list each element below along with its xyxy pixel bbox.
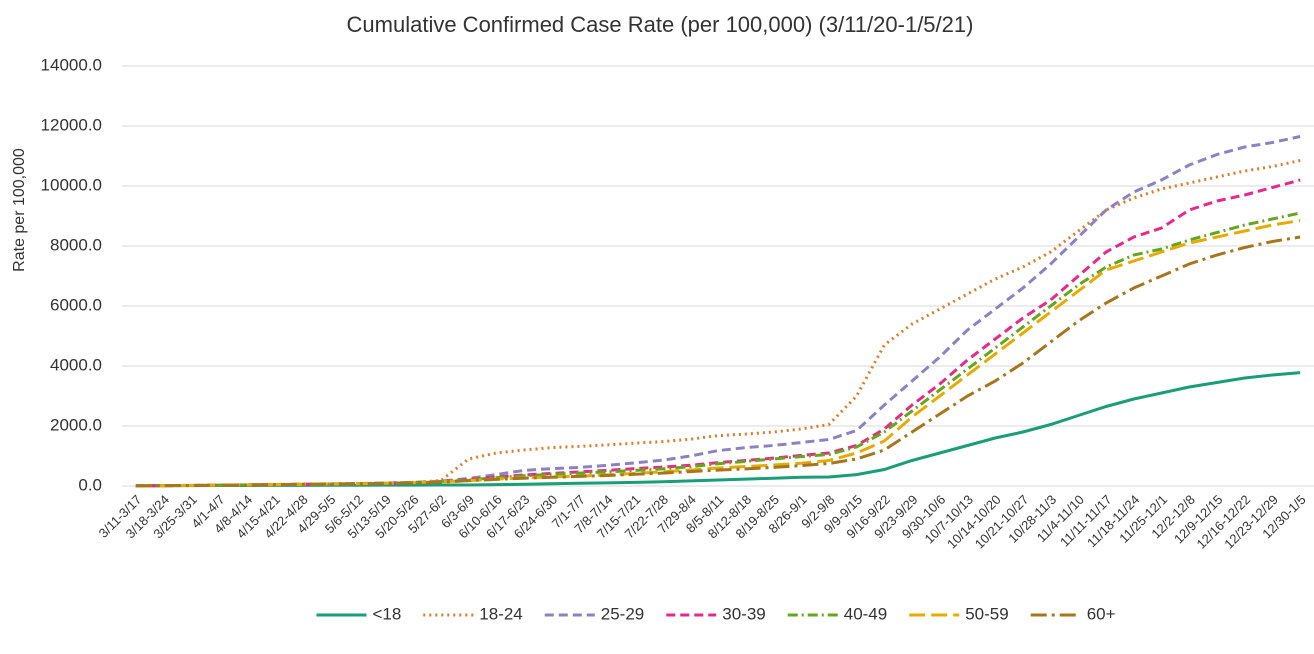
series-line <box>135 211 1301 488</box>
y-tick-label: 14000.0 <box>41 55 102 74</box>
y-tick-label: 10000.0 <box>41 175 102 194</box>
legend-label: <18 <box>372 604 401 623</box>
legend-label: 30-39 <box>722 604 765 623</box>
series-line <box>135 159 1301 488</box>
y-tick-label: 12000.0 <box>41 115 102 134</box>
y-tick-label: 0.0 <box>78 475 102 494</box>
y-tick-label: 8000.0 <box>50 235 102 254</box>
y-tick-label: 2000.0 <box>50 415 102 434</box>
chart-title: Cumulative Confirmed Case Rate (per 100,… <box>347 12 974 37</box>
series-line <box>135 178 1301 488</box>
y-axis-label: Rate per 100,000 <box>11 148 28 272</box>
series-line <box>135 135 1301 488</box>
series-line <box>135 235 1301 488</box>
legend-label: 60+ <box>1087 604 1116 623</box>
y-tick-label: 6000.0 <box>50 295 102 314</box>
legend-label: 40-49 <box>844 604 887 623</box>
legend-label: 18-24 <box>479 604 522 623</box>
y-tick-label: 4000.0 <box>50 355 102 374</box>
legend-label: 25-29 <box>601 604 644 623</box>
series-line <box>135 219 1301 488</box>
legend-label: 50-59 <box>965 604 1008 623</box>
